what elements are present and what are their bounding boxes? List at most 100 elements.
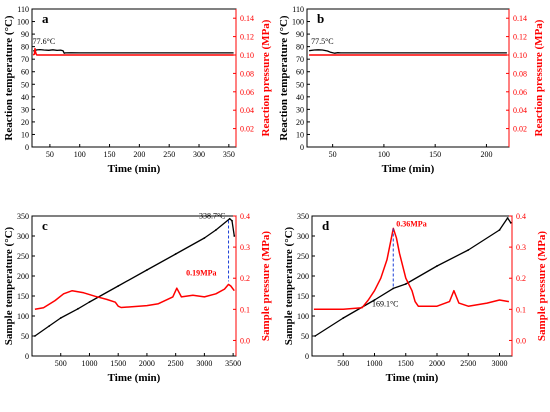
y-axis-label: Reaction temperature (°C)	[278, 15, 290, 140]
temperature-data-point	[467, 249, 470, 251]
y-tick-label: 80	[296, 43, 304, 52]
temperature-data-point	[392, 287, 395, 290]
temperature-data-point	[436, 265, 438, 267]
y-axis-label: Sample temperature (°C)	[3, 226, 15, 345]
x-tick-label: 200	[133, 150, 145, 159]
pressure-annotation: 0.36MPa	[396, 219, 426, 228]
x-axis-label: Time (min)	[108, 163, 161, 175]
y2-tick-label: 0.3	[240, 243, 250, 252]
y2-tick-label: 0.4	[240, 212, 250, 221]
plot-frame	[311, 215, 513, 357]
x-tick-label: 300	[193, 150, 205, 159]
y2-axis-label: Reaction pressure (MPa)	[260, 19, 272, 136]
panel-letter: c	[42, 218, 48, 233]
y-tick-label: 60	[21, 68, 29, 77]
pressure-series-line	[32, 47, 234, 56]
temperature-series-line	[34, 218, 235, 337]
y-tick-label: 90	[21, 30, 29, 39]
y-tick-label: 100	[297, 312, 309, 321]
y-tick-label: 0	[25, 143, 29, 152]
x-tick-label: 150	[104, 150, 116, 159]
x-tick-label: 2500	[460, 359, 476, 368]
x-axis-label: Time (min)	[382, 163, 435, 175]
y-tick-label: 250	[297, 252, 309, 261]
temperature-data-point	[59, 317, 62, 319]
y-tick-label: 50	[301, 332, 309, 341]
y2-tick-label: 0.08	[513, 69, 527, 78]
y-tick-label: 50	[21, 332, 29, 341]
temperature-annotation: 338.7°C	[199, 212, 226, 221]
y-tick-label: 0	[25, 352, 29, 361]
y-tick-label: 100	[17, 312, 29, 321]
y-tick-label: 300	[17, 232, 29, 241]
x-tick-label: 3000	[196, 359, 212, 368]
y-tick-label: 110	[17, 5, 29, 14]
x-tick-label: 150	[429, 150, 441, 159]
y-tick-label: 110	[292, 5, 304, 14]
x-tick-label: 50	[329, 150, 337, 159]
y2-tick-label: 0.1	[240, 305, 250, 314]
y-axis-label: Sample temperature (°C)	[283, 226, 295, 345]
x-tick-label: 1000	[367, 359, 383, 368]
y-tick-label: 0	[305, 352, 309, 361]
temperature-data-point	[231, 219, 233, 222]
y-tick-label: 80	[21, 43, 29, 52]
y-tick-label: 350	[17, 212, 29, 221]
panel-letter: b	[317, 11, 324, 26]
y-tick-label: 0	[300, 143, 304, 152]
y2-tick-label: 0.0	[240, 336, 250, 345]
y-tick-label: 150	[17, 292, 29, 301]
y-tick-label: 70	[21, 55, 29, 64]
y-tick-label: 200	[17, 272, 29, 281]
temperature-data-point	[203, 237, 206, 239]
x-tick-label: 350	[223, 150, 235, 159]
y-tick-label: 100	[17, 18, 29, 27]
x-tick-label: 100	[74, 150, 86, 159]
x-tick-label: 1500	[110, 359, 126, 368]
peak-temperature-annotation: 77.5°C	[311, 37, 334, 46]
y-tick-label: 100	[292, 18, 304, 27]
pressure-series-line	[313, 227, 510, 311]
panel-letter: a	[42, 11, 49, 26]
x-tick-label: 200	[480, 150, 492, 159]
temperature-series-line	[309, 49, 507, 54]
y2-tick-label: 0.06	[513, 88, 527, 97]
panel-letter: d	[322, 218, 330, 233]
chart-panel-c: 500 1000 1500 2000 2500 3000 3500 0 50 100 150 200 2…	[3, 212, 272, 384]
x-tick-label: 1000	[81, 359, 97, 368]
y2-tick-label: 0.1	[516, 305, 526, 314]
x-tick-label: 3000	[492, 359, 508, 368]
y2-tick-label: 0.12	[513, 33, 527, 42]
x-axis-label: Time (min)	[108, 372, 161, 384]
y-tick-label: 150	[297, 292, 309, 301]
y-tick-label: 90	[296, 30, 304, 39]
y-tick-label: 20	[296, 118, 304, 127]
temperature-data-point	[373, 299, 376, 301]
y2-axis-label: Sample pressure (MPa)	[260, 231, 272, 342]
y-tick-label: 300	[297, 232, 309, 241]
plot-frame	[306, 8, 510, 148]
y-tick-label: 40	[296, 93, 304, 102]
chart-panel-d: 500 1000 1500 2000 2500 3000 0 50 100 150 200 250 30…	[283, 212, 548, 384]
y-tick-label: 30	[21, 105, 29, 114]
temperature-data-point	[214, 229, 217, 231]
y2-tick-label: 0.02	[513, 125, 527, 134]
y2-tick-label: 0.06	[240, 88, 254, 97]
y-tick-label: 50	[296, 80, 304, 89]
temperature-data-point	[77, 307, 79, 310]
temperature-data-point	[33, 335, 36, 337]
y2-tick-label: 0.14	[240, 14, 254, 23]
x-tick-label: 2000	[429, 359, 445, 368]
temperature-data-point	[404, 283, 407, 285]
x-axis-label: Time (min)	[386, 372, 439, 384]
temperature-data-point	[506, 217, 509, 219]
y2-tick-label: 0.08	[240, 69, 254, 78]
temperature-data-point	[48, 325, 51, 327]
x-tick-label: 1500	[398, 359, 414, 368]
y2-tick-label: 0.4	[516, 212, 526, 221]
temperature-data-point	[174, 253, 177, 255]
y-tick-label: 50	[21, 80, 29, 89]
temperature-data-point	[117, 285, 120, 287]
temperature-data-point	[498, 229, 501, 231]
